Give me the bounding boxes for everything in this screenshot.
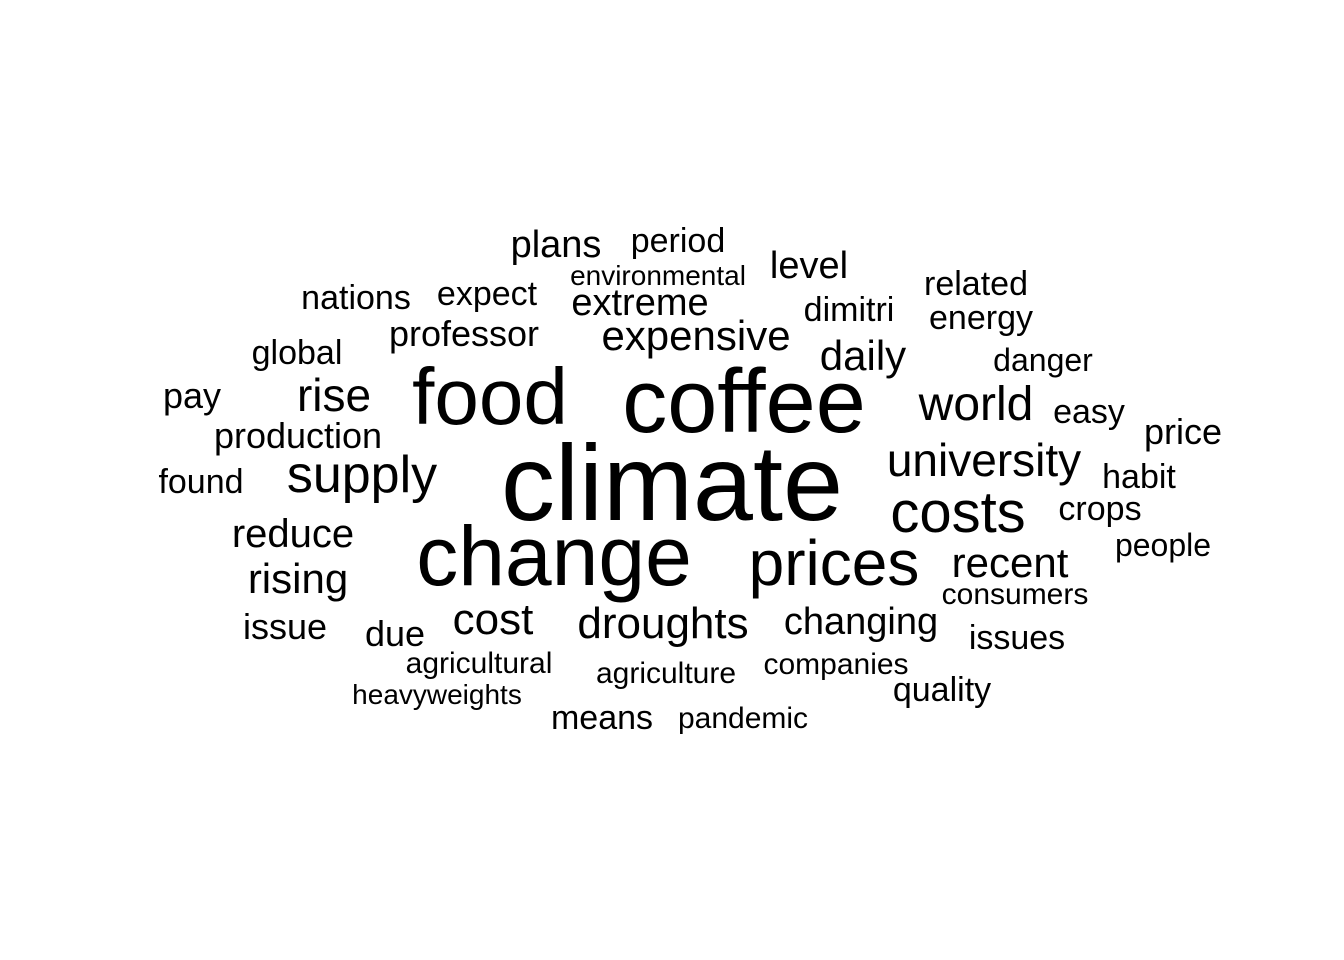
word: companies	[763, 648, 909, 681]
word: production	[213, 415, 383, 456]
word: means	[550, 699, 654, 737]
word: pandemic	[677, 702, 809, 735]
word: easy	[1053, 393, 1125, 431]
word: heavyweights	[352, 679, 522, 710]
word: period	[630, 222, 726, 260]
word: daily	[819, 332, 907, 379]
word: world	[918, 378, 1034, 431]
word: price	[1143, 411, 1223, 452]
word: people	[1114, 527, 1212, 563]
word: energy	[929, 299, 1033, 337]
word: coffee	[622, 352, 866, 452]
word: consumers	[941, 578, 1089, 611]
word: costs	[890, 480, 1026, 545]
word: professor	[388, 313, 540, 354]
word: crops	[1058, 490, 1142, 528]
word: prices	[748, 527, 920, 599]
word: supply	[286, 446, 438, 504]
word: habit	[1102, 458, 1176, 496]
word: changing	[783, 601, 939, 643]
word: nations	[301, 279, 411, 317]
word: rising	[247, 555, 349, 602]
word: danger	[993, 342, 1093, 378]
word: recent	[951, 539, 1069, 586]
word: expect	[436, 275, 538, 313]
word: issues	[968, 619, 1066, 657]
word: droughts	[577, 599, 749, 648]
word: climate	[500, 422, 844, 543]
word: global	[251, 334, 343, 372]
word: plans	[510, 224, 602, 266]
word: change	[416, 509, 692, 603]
word: quality	[892, 671, 992, 709]
word: pay	[162, 375, 222, 416]
word: issue	[242, 606, 328, 647]
word: extreme	[571, 282, 709, 324]
word: agricultural	[405, 647, 553, 680]
word: due	[364, 613, 426, 654]
word: environmental	[570, 260, 746, 291]
word: expensive	[601, 312, 791, 359]
word: reduce	[231, 512, 355, 556]
word: level	[769, 245, 849, 287]
word: cost	[452, 595, 534, 644]
word: university	[886, 434, 1082, 486]
word: rise	[296, 369, 372, 421]
word: found	[158, 463, 244, 501]
word: related	[924, 265, 1028, 303]
word: agriculture	[595, 657, 737, 690]
word: food	[412, 352, 568, 441]
word: dimitri	[803, 291, 895, 329]
